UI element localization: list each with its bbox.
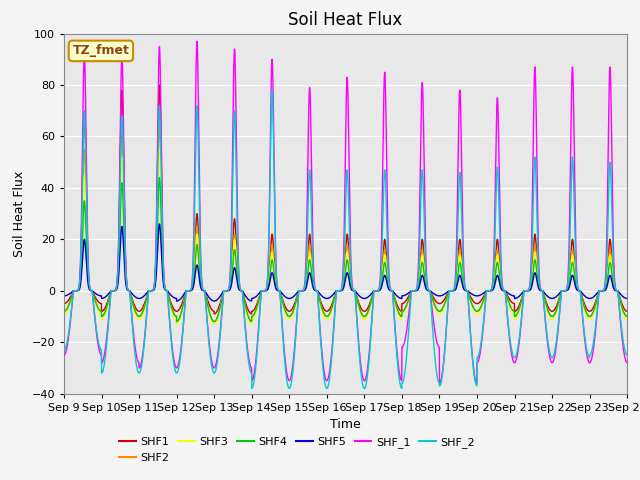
SHF_2 (60, 347, 68, 353)
SHF5 (60, 293, 68, 299)
SHF_2 (472, 382, 480, 387)
SHF1 (211, 311, 218, 317)
SHF5 (156, 221, 163, 227)
SHF_1 (436, 381, 444, 386)
Text: TZ_fmet: TZ_fmet (72, 44, 129, 58)
SHF1 (623, 308, 630, 314)
Line: SHF_2: SHF_2 (64, 90, 627, 388)
SHF3 (325, 315, 333, 321)
SHF4 (441, 301, 449, 307)
SHF5 (504, 290, 512, 296)
SHF5 (325, 295, 333, 301)
SHF3 (173, 321, 180, 327)
SHF_2 (248, 385, 255, 391)
SHF_2 (623, 352, 631, 358)
SHF5 (623, 296, 630, 301)
SHF1 (325, 307, 333, 313)
SHF3 (441, 302, 449, 308)
Line: SHF4: SHF4 (64, 178, 627, 322)
SHF4 (173, 319, 180, 324)
SHF2 (173, 319, 180, 324)
SHF1 (472, 300, 480, 306)
SHF3 (623, 316, 631, 322)
SHF2 (623, 313, 631, 319)
SHF_1 (623, 360, 631, 366)
Line: SHF5: SHF5 (64, 224, 627, 301)
SHF_2 (325, 380, 333, 386)
SHF3 (60, 311, 68, 317)
X-axis label: Time: Time (330, 418, 361, 431)
SHF_1 (472, 379, 480, 385)
SHF4 (504, 297, 512, 303)
SHF_1 (504, 320, 512, 325)
SHF3 (623, 316, 630, 322)
SHF5 (623, 296, 631, 301)
SHF2 (161, 287, 169, 292)
SHF_2 (268, 87, 276, 93)
Legend: SHF1, SHF2, SHF3, SHF4, SHF5, SHF_1, SHF_2: SHF1, SHF2, SHF3, SHF4, SHF5, SHF_1, SHF… (115, 433, 479, 467)
SHF4 (156, 175, 163, 180)
SHF2 (623, 313, 630, 319)
SHF_1 (60, 352, 68, 358)
SHF4 (60, 309, 68, 314)
SHF_1 (325, 374, 333, 380)
SHF2 (60, 309, 68, 314)
Line: SHF3: SHF3 (64, 149, 627, 324)
SHF2 (472, 308, 480, 314)
Line: SHF_1: SHF_1 (64, 41, 627, 384)
SHF5 (161, 288, 169, 293)
SHF1 (161, 286, 169, 292)
SHF_2 (504, 317, 512, 323)
SHF5 (472, 293, 480, 299)
SHF_1 (441, 346, 449, 351)
SHF1 (60, 300, 68, 307)
SHF1 (156, 82, 163, 88)
SHF3 (161, 287, 169, 292)
SHF2 (504, 297, 512, 303)
SHF4 (161, 287, 169, 293)
SHF1 (441, 296, 449, 301)
Title: Soil Heat Flux: Soil Heat Flux (289, 11, 403, 29)
SHF_2 (161, 286, 169, 292)
Y-axis label: Soil Heat Flux: Soil Heat Flux (13, 170, 26, 257)
SHF4 (623, 313, 631, 319)
SHF2 (441, 301, 449, 307)
SHF_1 (193, 38, 201, 44)
SHF5 (441, 291, 449, 297)
SHF1 (504, 294, 512, 300)
SHF3 (156, 146, 163, 152)
SHF4 (623, 313, 630, 319)
SHF2 (156, 121, 163, 127)
SHF4 (472, 308, 480, 314)
SHF_1 (161, 286, 169, 291)
Line: SHF1: SHF1 (64, 85, 627, 314)
SHF_1 (623, 360, 630, 365)
Line: SHF2: SHF2 (64, 124, 627, 322)
SHF4 (325, 312, 333, 318)
SHF3 (504, 298, 512, 304)
SHF2 (325, 312, 333, 318)
SHF5 (173, 298, 180, 304)
SHF3 (472, 311, 480, 316)
SHF_2 (441, 348, 449, 353)
SHF_2 (623, 352, 630, 358)
SHF1 (623, 309, 631, 314)
